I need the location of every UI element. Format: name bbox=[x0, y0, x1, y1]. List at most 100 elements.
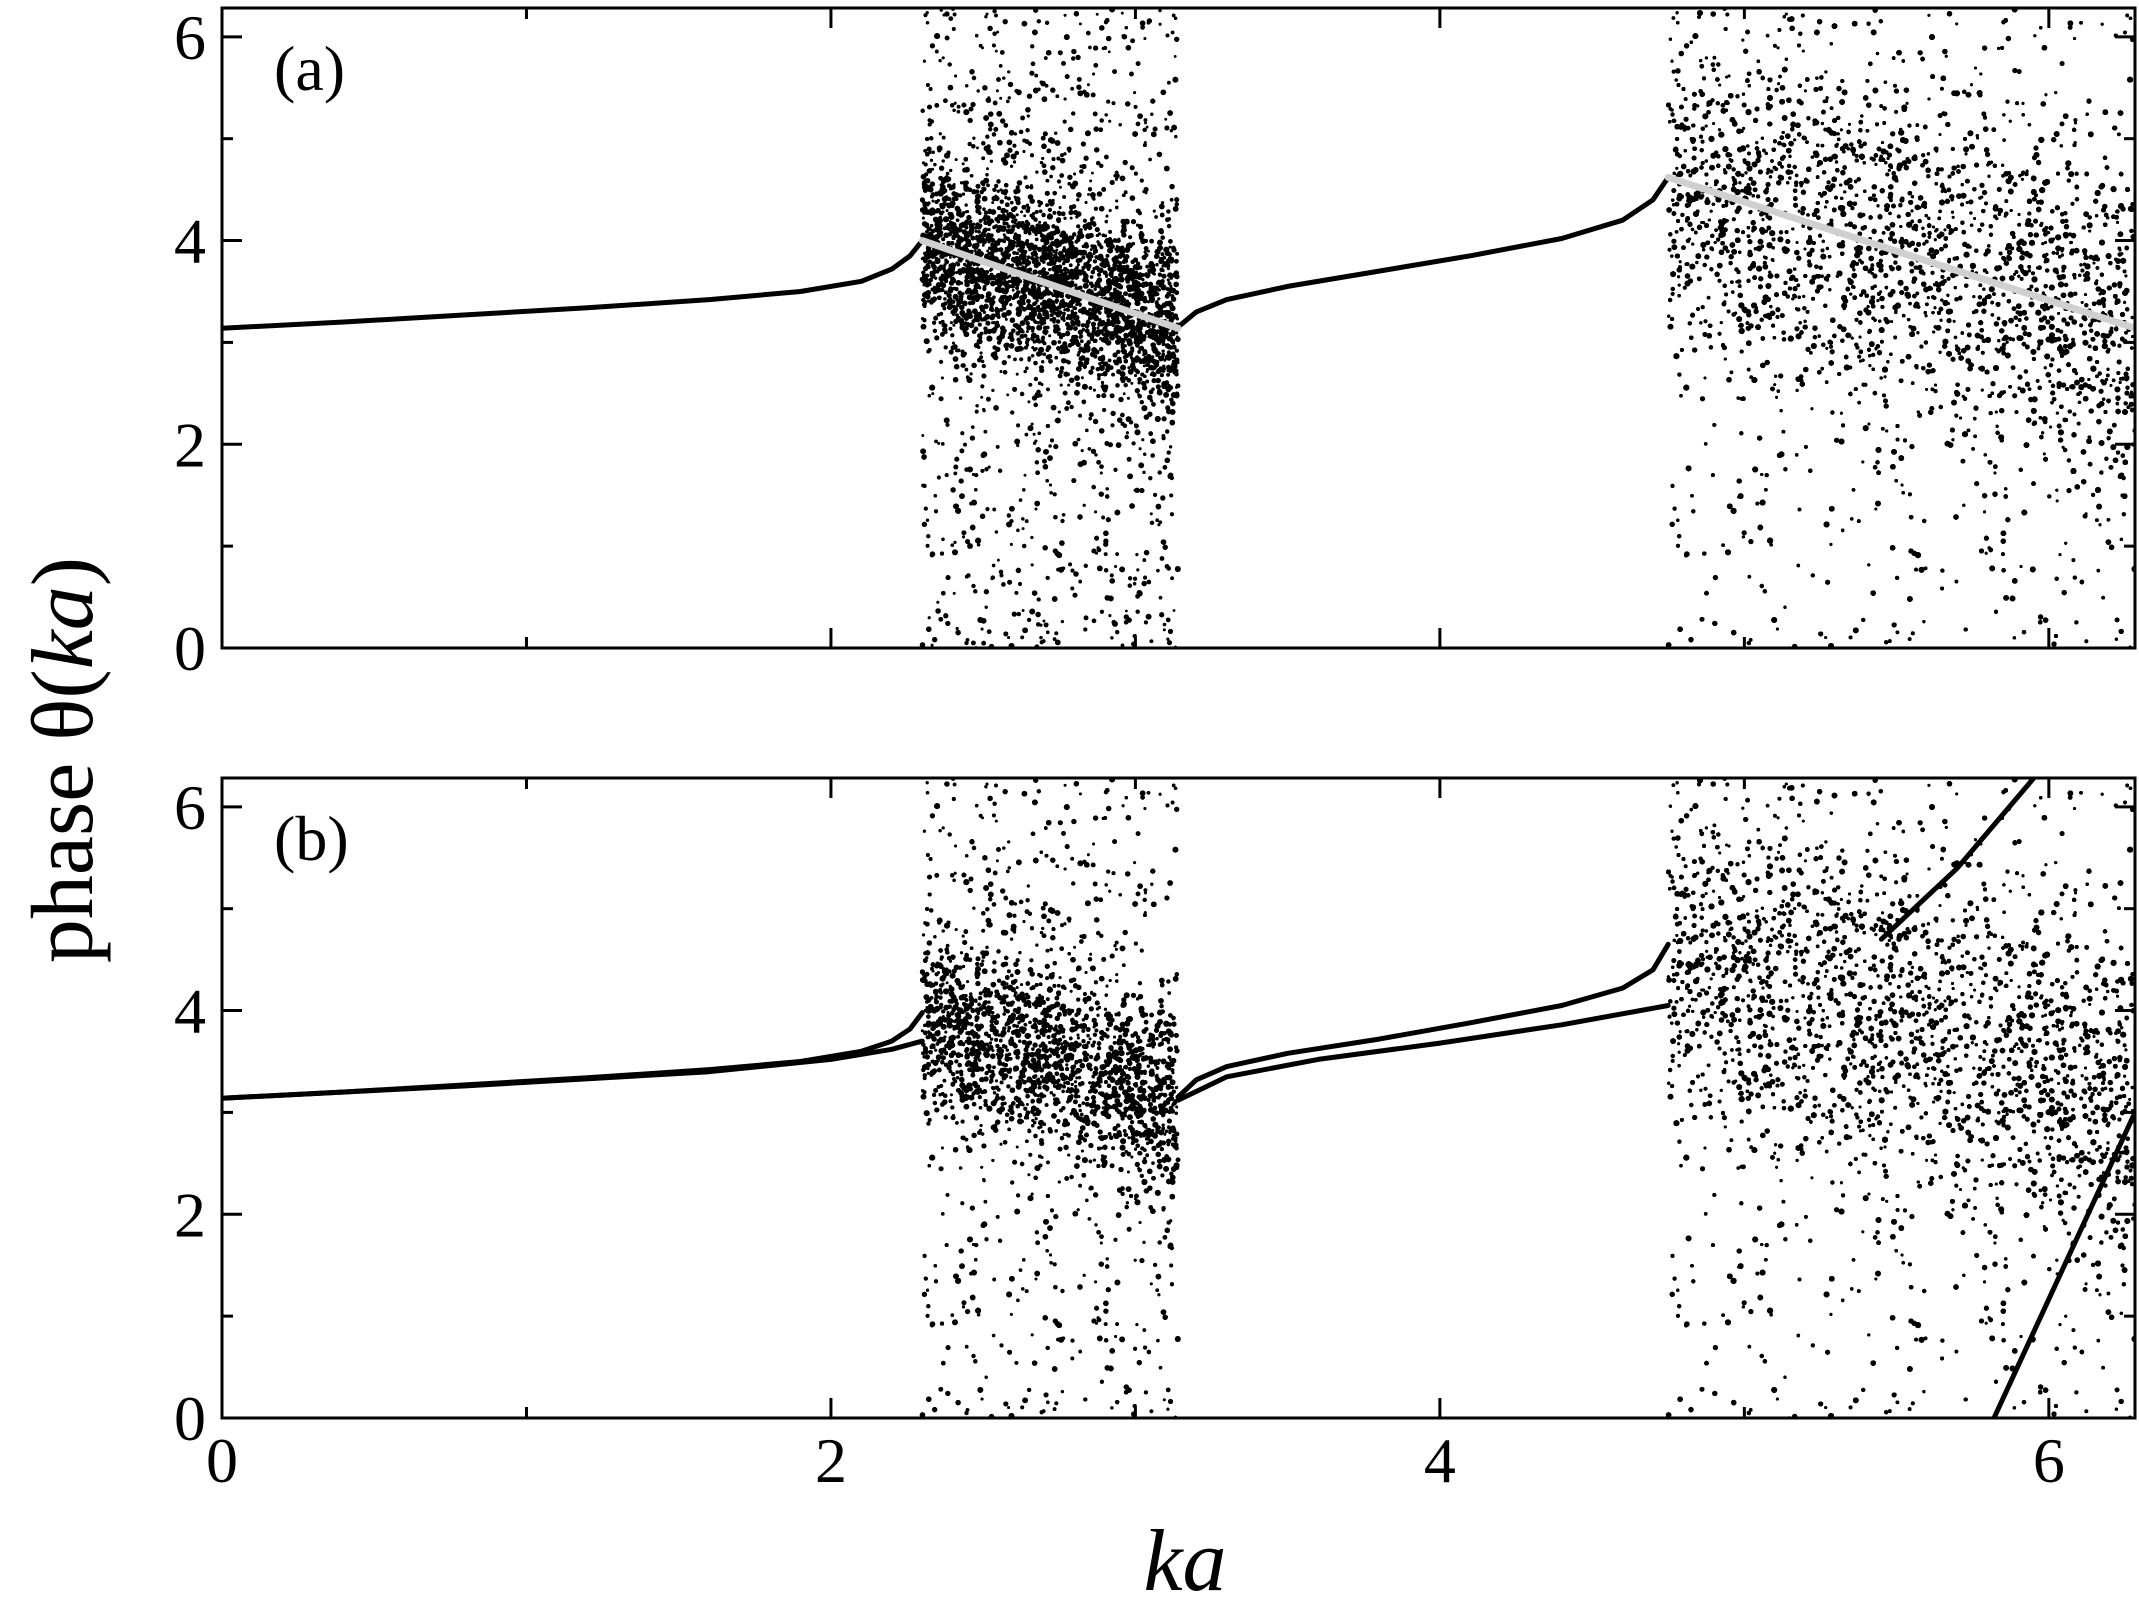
data-point bbox=[1103, 568, 1109, 573]
data-point bbox=[1032, 244, 1038, 250]
data-point bbox=[970, 640, 976, 646]
data-point bbox=[1166, 640, 1173, 646]
data-point bbox=[1143, 37, 1147, 40]
data-point bbox=[1081, 459, 1087, 466]
data-point bbox=[1092, 222, 1097, 227]
data-point bbox=[1143, 250, 1147, 254]
data-point bbox=[952, 341, 955, 345]
data-point bbox=[1108, 119, 1112, 123]
data-point bbox=[1030, 255, 1035, 261]
data-point bbox=[963, 331, 970, 338]
data-point bbox=[1156, 281, 1161, 285]
data-point bbox=[975, 189, 980, 194]
data-point bbox=[1130, 346, 1135, 351]
data-point bbox=[1037, 353, 1041, 357]
data-point bbox=[1161, 264, 1165, 268]
data-point bbox=[1005, 275, 1009, 279]
data-point bbox=[1070, 56, 1076, 61]
data-point bbox=[970, 235, 976, 241]
data-point bbox=[1011, 611, 1017, 617]
data-point bbox=[998, 247, 1004, 253]
data-point bbox=[1038, 209, 1043, 214]
data-point bbox=[1126, 456, 1132, 462]
data-point bbox=[989, 305, 994, 310]
data-point bbox=[1089, 275, 1094, 279]
data-point bbox=[1057, 50, 1063, 56]
data-point bbox=[1164, 117, 1168, 121]
data-point bbox=[1027, 400, 1031, 404]
data-point bbox=[1143, 186, 1149, 193]
data-point bbox=[1042, 464, 1049, 470]
data-point bbox=[923, 172, 929, 177]
data-point bbox=[938, 132, 942, 136]
data-point bbox=[1071, 478, 1077, 484]
data-point bbox=[1129, 195, 1136, 201]
data-point bbox=[1110, 636, 1114, 640]
data-point bbox=[1098, 346, 1104, 352]
data-point bbox=[952, 108, 956, 113]
data-point bbox=[945, 575, 951, 581]
data-point bbox=[941, 135, 946, 140]
data-point bbox=[974, 225, 978, 230]
data-point bbox=[1135, 121, 1141, 127]
data-point bbox=[950, 184, 956, 190]
data-point bbox=[1084, 322, 1090, 328]
data-point bbox=[1174, 362, 1178, 366]
data-point bbox=[1124, 26, 1128, 30]
data-point bbox=[1051, 340, 1057, 346]
data-point bbox=[980, 180, 986, 186]
data-point bbox=[1063, 13, 1067, 17]
data-point bbox=[1084, 201, 1088, 204]
data-point bbox=[1142, 558, 1147, 562]
data-point bbox=[1049, 491, 1053, 495]
data-point bbox=[939, 311, 944, 316]
data-point bbox=[956, 262, 961, 267]
data-point bbox=[954, 456, 960, 462]
data-point bbox=[1103, 552, 1108, 556]
data-point bbox=[1065, 293, 1070, 298]
data-point bbox=[1166, 372, 1171, 377]
data-point bbox=[1146, 21, 1151, 25]
data-point bbox=[1028, 247, 1032, 252]
data-point bbox=[1147, 394, 1153, 401]
data-point bbox=[986, 249, 990, 253]
data-point bbox=[930, 194, 934, 199]
data-point bbox=[972, 222, 976, 226]
data-point bbox=[1023, 317, 1028, 322]
data-point bbox=[1117, 253, 1123, 259]
data-point bbox=[1109, 393, 1115, 399]
data-point bbox=[1141, 438, 1145, 442]
data-point bbox=[994, 224, 998, 228]
data-point bbox=[1097, 356, 1103, 362]
data-point bbox=[1021, 609, 1025, 612]
data-point bbox=[927, 122, 932, 127]
data-point bbox=[979, 513, 986, 520]
data-point bbox=[1174, 197, 1180, 203]
data-point bbox=[1105, 517, 1111, 523]
data-point bbox=[986, 183, 990, 188]
data-point bbox=[1143, 549, 1150, 556]
data-point bbox=[1006, 521, 1013, 528]
data-point bbox=[1172, 206, 1179, 212]
data-point bbox=[983, 589, 990, 595]
data-point bbox=[996, 110, 1003, 117]
data-point bbox=[1157, 523, 1161, 527]
data-point bbox=[1077, 321, 1081, 325]
data-point bbox=[1135, 61, 1141, 66]
data-point bbox=[1062, 195, 1067, 199]
data-point bbox=[1042, 619, 1046, 623]
data-point bbox=[1067, 174, 1073, 180]
data-point bbox=[1083, 155, 1089, 161]
data-point bbox=[999, 573, 1004, 578]
data-point bbox=[1105, 367, 1110, 373]
data-point bbox=[981, 141, 986, 146]
data-point bbox=[1151, 378, 1157, 384]
data-point bbox=[1070, 568, 1075, 573]
data-point bbox=[1159, 373, 1164, 378]
data-point bbox=[1149, 639, 1154, 644]
data-point bbox=[945, 620, 951, 626]
data-point bbox=[1036, 307, 1043, 313]
data-point bbox=[1167, 252, 1172, 257]
data-point bbox=[1013, 221, 1017, 225]
data-point bbox=[1059, 173, 1064, 178]
